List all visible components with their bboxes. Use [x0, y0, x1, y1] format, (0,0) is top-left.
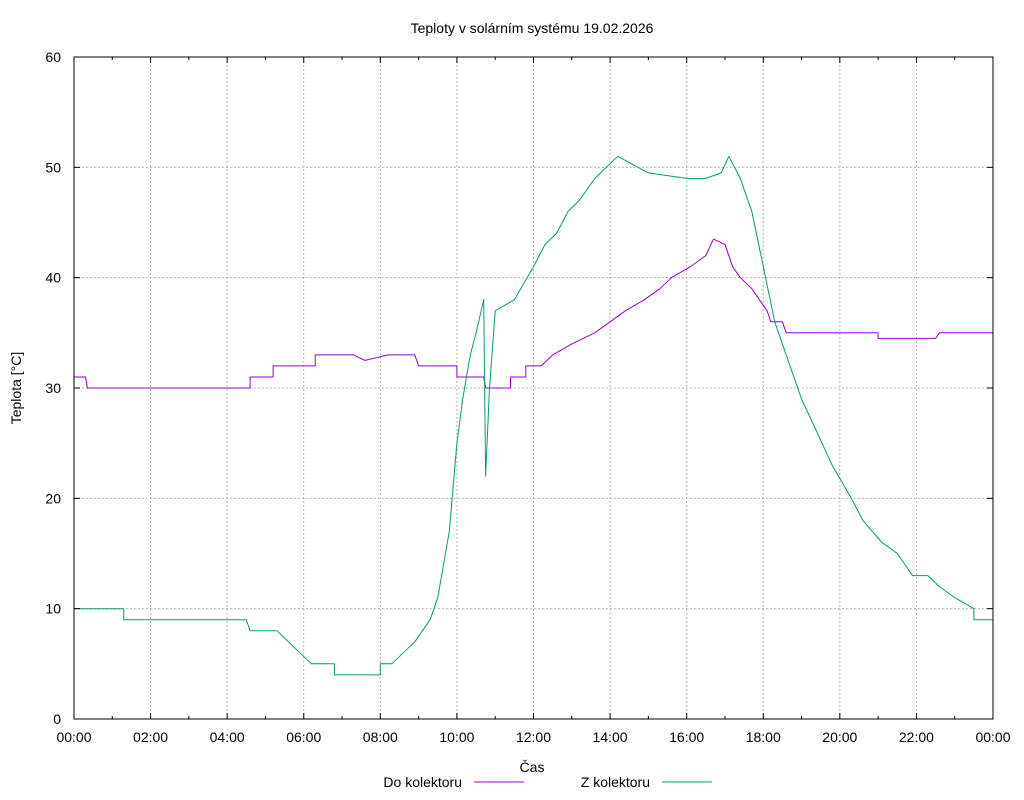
- y-axis-label: Teplota [°C]: [8, 352, 24, 425]
- y-tick-label: 60: [45, 49, 61, 65]
- x-tick-label: 20:00: [822, 729, 857, 745]
- legend-label-z-kolektoru: Z kolektoru: [581, 774, 650, 790]
- legend: Do kolektoru Z kolektoru: [383, 774, 712, 790]
- y-tick-label: 20: [45, 490, 61, 506]
- x-tick-label: 10:00: [439, 729, 474, 745]
- chart-title: Teploty v solárním systému 19.02.2026: [411, 20, 654, 36]
- x-tick-label: 00:00: [56, 729, 91, 745]
- x-tick-label: 08:00: [363, 729, 398, 745]
- y-tick-label: 40: [45, 270, 61, 286]
- legend-label-do-kolektoru: Do kolektoru: [383, 774, 462, 790]
- x-tick-label: 14:00: [593, 729, 628, 745]
- x-axis-label: Čas: [520, 759, 545, 775]
- x-tick-label: 22:00: [899, 729, 934, 745]
- y-tick-label: 50: [45, 159, 61, 175]
- x-tick-label: 12:00: [516, 729, 551, 745]
- y-tick-label: 0: [53, 711, 61, 727]
- x-tick-label: 16:00: [669, 729, 704, 745]
- x-tick-label: 02:00: [133, 729, 168, 745]
- tick-labels: 00:00 02:00 04:00 06:00 08:00 10:00 12:00 14:00…: [45, 49, 1010, 745]
- x-tick-label: 06:00: [286, 729, 321, 745]
- y-tick-label: 10: [45, 601, 61, 617]
- y-tick-label: 30: [45, 380, 61, 396]
- series-layer: [74, 155, 993, 676]
- ticks: [73, 56, 994, 720]
- x-tick-label: 00:00: [975, 729, 1010, 745]
- series-line-z-kolektoru: [74, 155, 993, 676]
- x-tick-label: 04:00: [210, 729, 245, 745]
- series-line-do-kolektoru: [74, 238, 993, 389]
- x-tick-label: 18:00: [746, 729, 781, 745]
